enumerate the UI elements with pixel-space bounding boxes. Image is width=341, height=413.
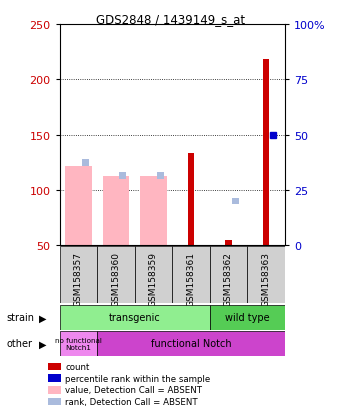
Text: ▶: ▶ [39, 313, 47, 323]
Bar [119, 173, 126, 179]
Text: functional Notch: functional Notch [151, 339, 231, 349]
Text: value, Detection Call = ABSENT: value, Detection Call = ABSENT [65, 385, 203, 394]
Text: GSM158357: GSM158357 [74, 251, 83, 306]
Bar [97, 247, 135, 304]
Bar [232, 198, 239, 205]
Text: no functional
Notch1: no functional Notch1 [55, 337, 102, 350]
Text: GSM158360: GSM158360 [112, 251, 120, 306]
Text: other: other [7, 339, 33, 349]
Bar [188, 154, 194, 246]
Bar [210, 247, 247, 304]
Bar [60, 305, 210, 330]
Bar [103, 176, 129, 246]
Bar [225, 240, 232, 246]
Bar [97, 331, 285, 356]
Bar [140, 176, 166, 246]
Text: GSM158359: GSM158359 [149, 251, 158, 306]
Bar [60, 247, 97, 304]
Text: GDS2848 / 1439149_s_at: GDS2848 / 1439149_s_at [96, 13, 245, 26]
Bar [135, 247, 172, 304]
Text: wild type: wild type [225, 313, 269, 323]
Bar [60, 331, 97, 356]
Text: transgenic: transgenic [109, 313, 161, 323]
Bar [82, 159, 89, 166]
Bar [157, 173, 164, 179]
Text: strain: strain [7, 313, 35, 323]
Bar [247, 247, 285, 304]
Text: GSM158362: GSM158362 [224, 251, 233, 306]
Bar [263, 60, 269, 246]
Text: percentile rank within the sample: percentile rank within the sample [65, 374, 211, 383]
Text: ▶: ▶ [39, 339, 47, 349]
Text: rank, Detection Call = ABSENT: rank, Detection Call = ABSENT [65, 397, 198, 406]
Bar [65, 166, 91, 246]
Bar [210, 305, 285, 330]
Text: GSM158361: GSM158361 [187, 251, 195, 306]
Bar [172, 247, 210, 304]
Text: GSM158363: GSM158363 [262, 251, 270, 306]
Text: count: count [65, 362, 90, 371]
